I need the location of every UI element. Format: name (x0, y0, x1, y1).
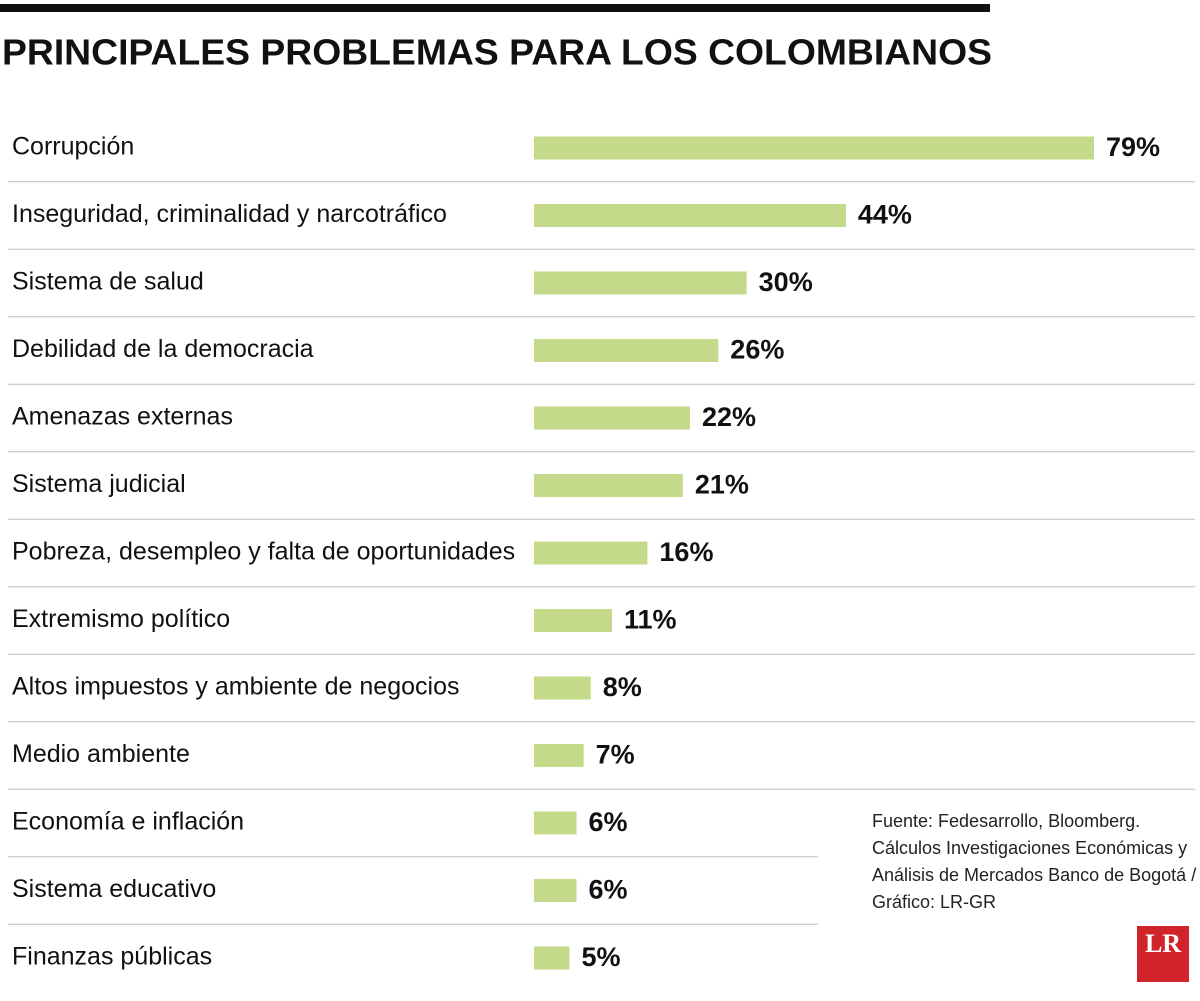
value-label: 16% (659, 537, 713, 567)
bar (534, 204, 846, 227)
value-label: 26% (730, 335, 784, 365)
category-label: Sistema educativo (12, 875, 216, 903)
bar (534, 339, 719, 362)
bar (534, 676, 591, 700)
value-label: 5% (581, 942, 620, 972)
logo-box (1137, 926, 1189, 982)
category-label: Sistema de salud (12, 268, 204, 296)
bar (534, 811, 577, 835)
source-note: Gráfico: LR-GR (872, 892, 996, 912)
category-label: Pobreza, desempleo y falta de oportunida… (12, 538, 515, 566)
value-label: 7% (596, 740, 635, 770)
bar (534, 271, 747, 295)
value-label: 8% (603, 672, 642, 702)
category-label: Corrupción (12, 133, 134, 161)
category-label: Medio ambiente (12, 740, 190, 768)
value-label: 30% (759, 267, 813, 297)
bar (534, 744, 584, 767)
category-label: Sistema judicial (12, 470, 186, 498)
source-note: Fuente: Fedesarrollo, Bloomberg. (872, 811, 1140, 831)
category-label: Debilidad de la democracia (12, 335, 314, 363)
value-label: 79% (1106, 132, 1160, 162)
value-label: 11% (624, 605, 677, 635)
value-label: 6% (589, 875, 628, 905)
bar (534, 541, 648, 565)
bar (534, 136, 1094, 160)
bar (534, 474, 683, 497)
logo: LR (1145, 929, 1181, 958)
category-label: Amenazas externas (12, 403, 233, 431)
chart-title: PRINCIPALES PROBLEMAS PARA LOS COLOMBIAN… (2, 32, 992, 73)
top-rule (0, 4, 990, 12)
source-note: Cálculos Investigaciones Económicas y (872, 838, 1187, 858)
category-label: Altos impuestos y ambiente de negocios (12, 673, 459, 701)
bar (534, 609, 612, 632)
category-label: Economía e inflación (12, 808, 244, 836)
value-label: 6% (589, 807, 628, 837)
value-label: 44% (858, 200, 912, 230)
bar (534, 879, 577, 902)
source-note: Análisis de Mercados Banco de Bogotá / (872, 865, 1196, 885)
bar (534, 946, 570, 970)
value-label: 22% (702, 402, 756, 432)
category-label: Finanzas públicas (12, 943, 212, 971)
category-label: Extremismo político (12, 605, 230, 633)
value-label: 21% (695, 470, 749, 500)
bar (534, 406, 690, 430)
category-label: Inseguridad, criminalidad y narcotráfico (12, 200, 447, 228)
